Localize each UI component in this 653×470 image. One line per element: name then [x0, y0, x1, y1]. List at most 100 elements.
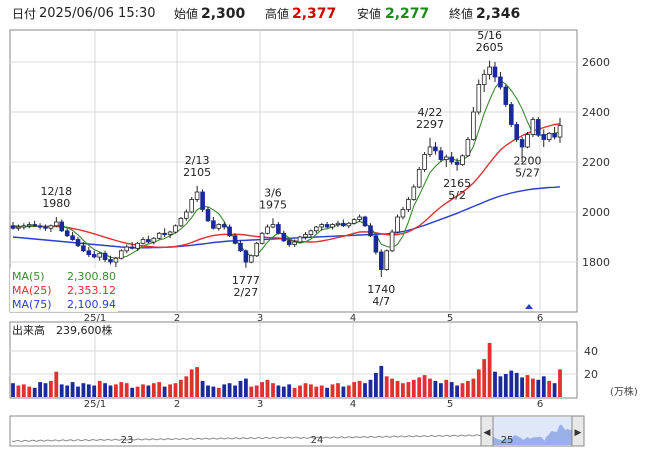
candle	[211, 217, 216, 230]
candle	[454, 158, 460, 171]
candle	[530, 117, 536, 137]
volume-bar	[336, 383, 340, 397]
candle	[281, 230, 287, 242]
volume-bar	[227, 383, 232, 397]
ma25-line	[12, 123, 561, 248]
volume-bar	[460, 383, 465, 397]
volume-latest: 239,600株	[56, 323, 113, 337]
legend-ma5-value: 2,300.80	[67, 270, 116, 283]
volume-bar	[379, 365, 384, 397]
candle	[173, 224, 178, 234]
annotation-text: 2200	[514, 154, 542, 167]
price-header: 日付 2025/06/06 15:30 始値 2,300 高値 2,377 安値…	[0, 0, 653, 28]
volume-bar	[211, 386, 216, 397]
volume-bar	[38, 382, 42, 397]
price-x-tick: 6	[537, 313, 543, 324]
candle	[32, 220, 37, 227]
volume-bar	[303, 383, 308, 397]
candle	[259, 232, 265, 245]
candle	[216, 223, 222, 231]
candle	[238, 240, 243, 252]
volume-bar	[498, 376, 503, 397]
volume-bar	[319, 385, 324, 397]
candle	[324, 222, 330, 229]
annotation-text: 1740	[367, 283, 395, 296]
candle	[16, 224, 21, 231]
candle	[460, 154, 465, 166]
volume-x-tick: 4	[350, 399, 356, 410]
volume-bar	[444, 379, 449, 398]
volume-bar	[422, 375, 427, 397]
candle	[422, 152, 427, 172]
volume-x-tick: 2	[174, 399, 180, 410]
datetime-value: 2025/06/06 15:30	[39, 6, 156, 21]
annotation-text: 5/2	[448, 189, 466, 202]
annotation-text: 2165	[443, 177, 471, 190]
volume-bar	[525, 375, 530, 397]
volume-x-tick: 3	[257, 399, 263, 410]
navigator-selected-area	[487, 424, 572, 445]
volume-bar	[417, 377, 422, 397]
volume-bar	[509, 370, 514, 397]
navigator-label-25: 25	[501, 435, 514, 446]
volume-bar	[298, 385, 302, 397]
volume-bar	[97, 380, 102, 397]
price-x-tick: 4	[350, 313, 356, 324]
volume-bar	[341, 386, 346, 397]
candle	[54, 217, 59, 227]
volume-bar	[330, 384, 335, 397]
volume-y-axis: 40 20	[584, 345, 598, 381]
candle	[265, 224, 270, 235]
volume-y-tick: 40	[584, 345, 598, 358]
volume-bar	[309, 384, 313, 397]
volume-bar	[401, 383, 405, 397]
volume-bar	[471, 378, 476, 397]
volume-bar	[281, 386, 286, 397]
candle	[525, 132, 530, 149]
ma-legend: MA(5) 2,300.80 MA(25) 2,353.12 MA(75) 2,…	[10, 268, 118, 312]
volume-bar	[363, 383, 367, 397]
candle	[400, 207, 406, 220]
candle	[70, 232, 75, 241]
price-x-tick: 25/1	[84, 313, 106, 324]
high-label: 高値	[265, 7, 290, 21]
candle	[438, 147, 444, 162]
candle	[481, 69, 487, 92]
annotation-text: 4/22	[418, 106, 443, 119]
volume-bar	[433, 380, 438, 397]
volume-bar	[346, 385, 351, 397]
candle	[43, 224, 48, 231]
high-value: 2,377	[292, 6, 337, 22]
ma75-line	[12, 186, 561, 249]
volume-bar	[487, 342, 492, 397]
volume-bar	[135, 386, 140, 397]
volume-bar	[32, 387, 37, 397]
price-y-tick: 2000	[582, 206, 610, 219]
navigator-right-handle[interactable]	[571, 415, 585, 447]
candle	[546, 132, 552, 142]
volume-bar	[428, 378, 432, 397]
volume-bar	[157, 382, 162, 397]
legend-ma5-label: MA(5)	[12, 270, 45, 283]
volume-bar	[59, 384, 64, 397]
volume-bar	[558, 369, 562, 397]
candle	[189, 197, 195, 214]
candle	[508, 102, 514, 127]
volume-x-tick: 6	[537, 399, 543, 410]
navigator-left-handle[interactable]	[480, 415, 494, 447]
volume-bar	[11, 383, 15, 397]
volume-title: 出来高	[12, 323, 45, 337]
volume-bar	[325, 387, 329, 397]
candle	[286, 238, 292, 247]
candle	[297, 235, 303, 244]
candle	[378, 249, 384, 277]
range-navigator[interactable]: ◀ ▶ 23 24 25	[9, 415, 585, 447]
candle	[471, 107, 476, 141]
open-label: 始値	[174, 7, 199, 21]
right-arrow-icon: ▶	[575, 428, 582, 438]
price-y-tick: 2400	[582, 106, 610, 119]
date-label: 日付	[12, 7, 37, 21]
volume-bar	[189, 369, 194, 397]
candle	[498, 72, 503, 90]
